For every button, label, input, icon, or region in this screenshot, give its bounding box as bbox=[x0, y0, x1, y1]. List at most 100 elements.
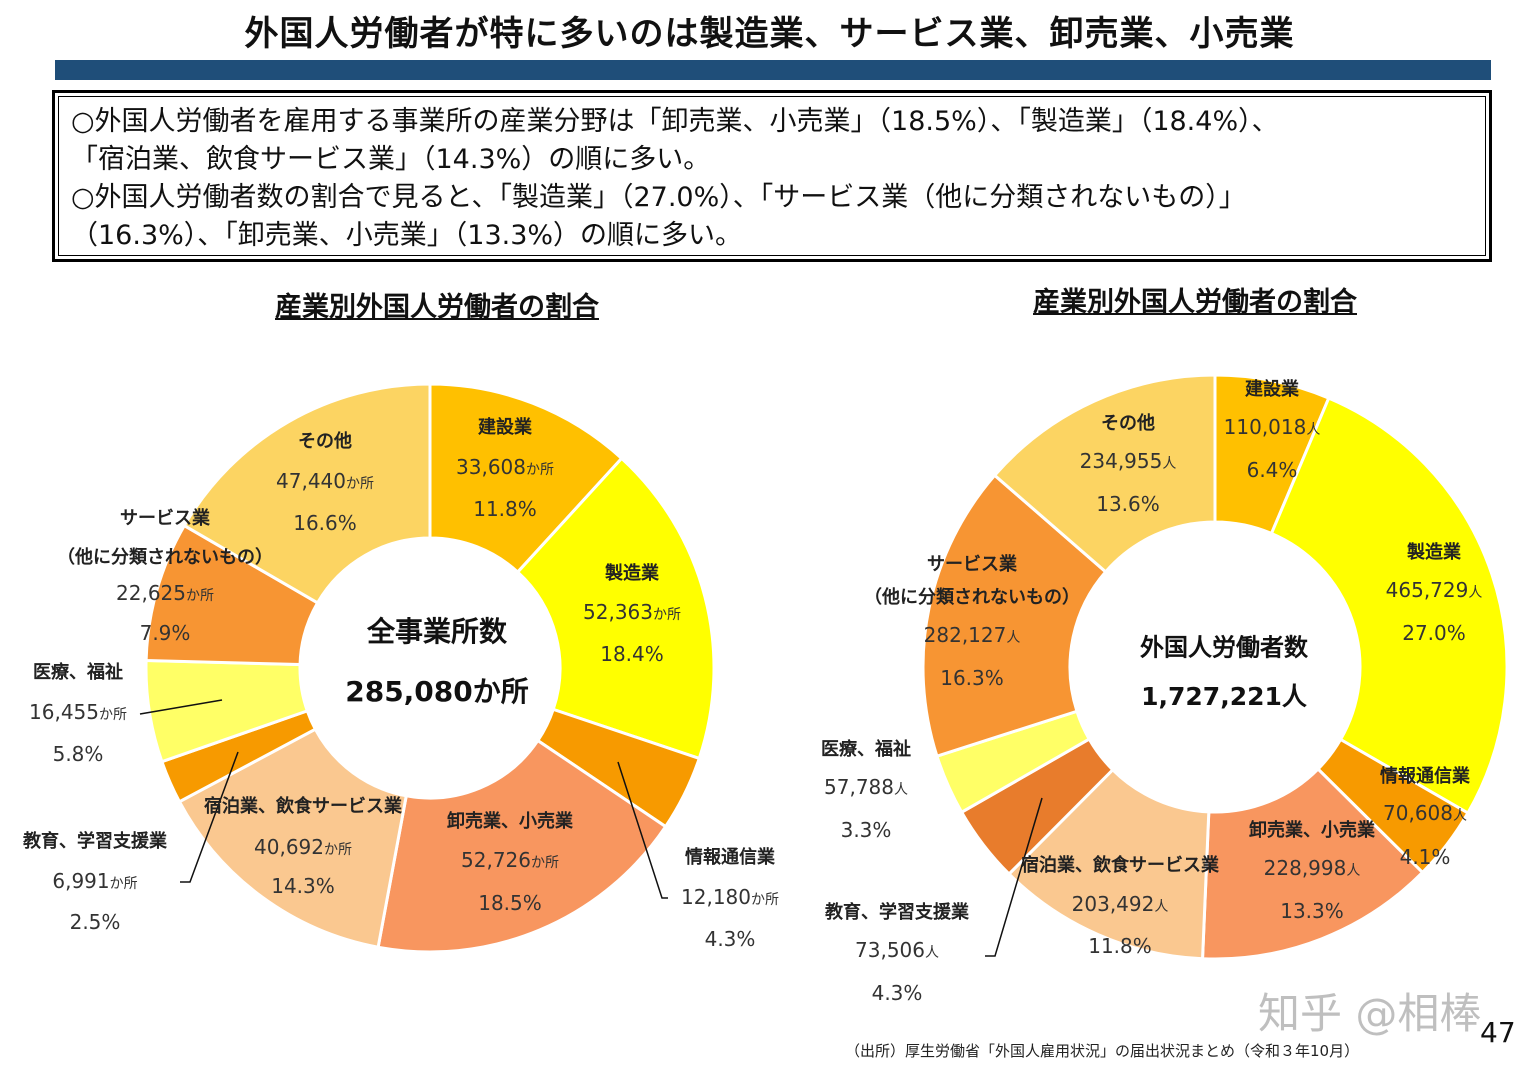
count-unit: 人 bbox=[1468, 585, 1483, 601]
summary-line: ○外国人労働者数の割合で見ると、「製造業」（27.0%）、「サービス業（他に分類… bbox=[71, 182, 1246, 213]
summary-line: 「宿泊業、飲食サービス業」（14.3%）の順に多い。 bbox=[71, 144, 711, 175]
slice-percent-label: 13.3% bbox=[1280, 899, 1344, 923]
count-unit: 人 bbox=[1306, 422, 1321, 438]
left-center-value: 285,080か所 bbox=[345, 675, 529, 708]
donut-slice bbox=[515, 456, 716, 761]
slice-name-label: 建設業 bbox=[478, 417, 532, 438]
slice-name-label: （他に分類されないもの） bbox=[864, 587, 1080, 608]
leader-line-education bbox=[180, 751, 239, 883]
slice-count-label: 12,180か所 bbox=[681, 885, 779, 909]
summary-box: ○外国人労働者を雇用する事業所の産業分野は「卸売業、小売業」（18.5%）、「製… bbox=[52, 90, 1492, 262]
slice-percent-label: 4.3% bbox=[871, 981, 923, 1005]
count-unit: 人 bbox=[893, 782, 908, 798]
slice-name-label: サービス業 bbox=[927, 554, 1017, 575]
slice-count-label: 465,729人 bbox=[1386, 578, 1483, 602]
slice-count-label: 228,998人 bbox=[1264, 856, 1361, 880]
slice-count-label: 70,608人 bbox=[1383, 801, 1467, 825]
page-number: 47 bbox=[1480, 1016, 1516, 1049]
count-value: 33,608 bbox=[456, 455, 526, 479]
slice-count-label: 57,788人 bbox=[824, 775, 908, 799]
slice-name-label: 教育、学習支援業 bbox=[23, 831, 167, 852]
donut-slice bbox=[376, 738, 668, 954]
count-unit: 人 bbox=[1162, 456, 1177, 472]
slice-count-label: 40,692か所 bbox=[254, 835, 352, 859]
slice-percent-label: 14.3% bbox=[271, 874, 335, 898]
count-unit: 人 bbox=[1154, 899, 1169, 915]
slice-percent-label: 13.6% bbox=[1096, 492, 1160, 516]
slice-name-label: 卸売業、小売業 bbox=[1249, 820, 1375, 841]
slide-title: 外国人労働者が特に多いのは製造業、サービス業、卸売業、小売業 bbox=[244, 14, 1295, 54]
slice-name-label: サービス業 bbox=[120, 508, 210, 529]
count-value: 16,455 bbox=[29, 700, 99, 724]
count-unit: か所 bbox=[185, 588, 214, 604]
slice-name-label: 製造業 bbox=[605, 563, 659, 584]
summary-line: ○外国人労働者を雇用する事業所の産業分野は「卸売業、小売業」（18.5%）、「製… bbox=[71, 106, 1279, 137]
slice-count-label: 33,608か所 bbox=[456, 455, 554, 479]
count-unit: か所 bbox=[345, 476, 374, 492]
right-center-label: 外国人労働者数 bbox=[1140, 633, 1308, 662]
leader-line-medical bbox=[139, 699, 223, 715]
count-unit: か所 bbox=[98, 707, 127, 723]
slice-count-label: 52,726か所 bbox=[461, 848, 559, 872]
slice-percent-label: 6.4% bbox=[1246, 458, 1298, 482]
leader-line-infocomm bbox=[617, 761, 668, 899]
slice-name-label: 情報通信業 bbox=[685, 847, 775, 868]
count-value: 234,955 bbox=[1079, 449, 1163, 473]
slice-percent-label: 2.5% bbox=[69, 910, 121, 934]
count-value: 12,180 bbox=[681, 885, 751, 909]
donut-slice bbox=[1200, 766, 1425, 961]
slice-percent-label: 11.8% bbox=[473, 497, 537, 521]
left-center-label: 全事業所数 bbox=[366, 615, 508, 648]
count-unit: 人 bbox=[1346, 863, 1361, 879]
slice-count-label: 52,363か所 bbox=[583, 600, 681, 624]
count-unit: 人 bbox=[1006, 630, 1021, 646]
slice-percent-label: 5.8% bbox=[52, 742, 104, 766]
slice-name-label: 情報通信業 bbox=[1380, 766, 1470, 787]
donut-slice bbox=[182, 382, 432, 605]
count-unit: か所 bbox=[109, 876, 138, 892]
summary-line: （16.3%）、「卸売業、小売業」（13.3%）の順に多い。 bbox=[71, 220, 743, 251]
slice-count-label: 16,455か所 bbox=[29, 700, 127, 724]
slice-count-label: 282,127人 bbox=[924, 623, 1021, 647]
count-unit: か所 bbox=[750, 892, 779, 908]
count-value: 47,440 bbox=[276, 469, 346, 493]
slice-percent-label: 16.6% bbox=[293, 511, 357, 535]
count-value: 6,991 bbox=[52, 869, 110, 893]
slice-percent-label: 27.0% bbox=[1402, 621, 1466, 645]
donut-slice bbox=[1006, 767, 1211, 961]
slice-count-label: 110,018人 bbox=[1224, 415, 1321, 439]
slice-percent-label: 7.9% bbox=[139, 621, 191, 645]
slice-name-label: 医療、福祉 bbox=[821, 739, 911, 760]
count-value: 465,729 bbox=[1385, 578, 1469, 602]
slice-percent-label: 4.1% bbox=[1399, 845, 1451, 869]
slice-name-label: 宿泊業、飲食サービス業 bbox=[1021, 855, 1219, 876]
count-unit: か所 bbox=[323, 842, 352, 858]
count-value: 203,492 bbox=[1071, 892, 1155, 916]
donut-slice bbox=[992, 373, 1217, 574]
count-value: 70,608 bbox=[1383, 801, 1453, 825]
source-note: （出所）厚生労働省「外国人雇用状況」の届出状況まとめ（令和３年10月） bbox=[845, 1042, 1360, 1060]
slice-name-label: 教育、学習支援業 bbox=[825, 902, 969, 923]
slice-percent-label: 11.8% bbox=[1088, 934, 1152, 958]
slice-name-label: その他 bbox=[1101, 413, 1155, 434]
count-value: 22,625 bbox=[116, 581, 186, 605]
slice-count-label: 234,955人 bbox=[1080, 449, 1177, 473]
slice-count-label: 203,492人 bbox=[1072, 892, 1169, 916]
count-value: 40,692 bbox=[254, 835, 324, 859]
count-unit: か所 bbox=[652, 607, 681, 623]
count-value: 52,363 bbox=[583, 600, 653, 624]
count-value: 57,788 bbox=[824, 775, 894, 799]
count-value: 282,127 bbox=[923, 623, 1007, 647]
count-value: 52,726 bbox=[461, 848, 531, 872]
slice-percent-label: 18.4% bbox=[600, 642, 664, 666]
title-bar bbox=[55, 60, 1491, 80]
leader-line-education-right bbox=[985, 797, 1043, 957]
slice-name-label: 卸売業、小売業 bbox=[447, 811, 573, 832]
slice-percent-label: 3.3% bbox=[840, 818, 892, 842]
count-unit: 人 bbox=[924, 945, 939, 961]
left-donut bbox=[144, 382, 716, 954]
donut-slice bbox=[1269, 396, 1509, 816]
slice-name-label: 建設業 bbox=[1245, 379, 1299, 400]
count-value: 228,998 bbox=[1263, 856, 1347, 880]
